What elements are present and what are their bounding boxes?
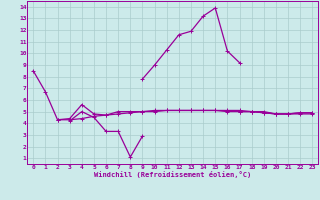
X-axis label: Windchill (Refroidissement éolien,°C): Windchill (Refroidissement éolien,°C)	[94, 171, 252, 178]
